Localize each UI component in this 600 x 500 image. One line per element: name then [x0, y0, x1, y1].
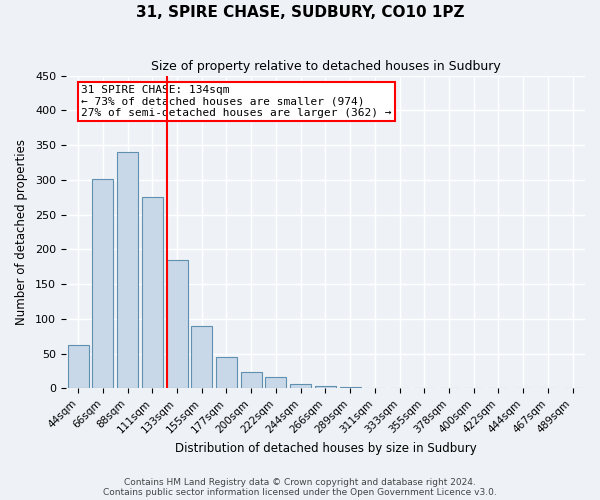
Bar — [92, 179, 113, 388]
Bar — [315, 386, 336, 388]
Bar — [241, 372, 262, 388]
Bar — [216, 357, 237, 388]
Bar — [142, 197, 163, 388]
Title: Size of property relative to detached houses in Sudbury: Size of property relative to detached ho… — [151, 60, 500, 73]
Bar — [265, 378, 286, 388]
Bar — [68, 346, 89, 389]
Text: 31 SPIRE CHASE: 134sqm
← 73% of detached houses are smaller (974)
27% of semi-de: 31 SPIRE CHASE: 134sqm ← 73% of detached… — [82, 85, 392, 118]
Text: Contains HM Land Registry data © Crown copyright and database right 2024.
Contai: Contains HM Land Registry data © Crown c… — [103, 478, 497, 497]
Bar — [340, 387, 361, 388]
Text: 31, SPIRE CHASE, SUDBURY, CO10 1PZ: 31, SPIRE CHASE, SUDBURY, CO10 1PZ — [136, 5, 464, 20]
Bar — [167, 260, 188, 388]
X-axis label: Distribution of detached houses by size in Sudbury: Distribution of detached houses by size … — [175, 442, 476, 455]
Bar — [290, 384, 311, 388]
Y-axis label: Number of detached properties: Number of detached properties — [15, 139, 28, 325]
Bar — [191, 326, 212, 388]
Bar — [117, 152, 138, 388]
